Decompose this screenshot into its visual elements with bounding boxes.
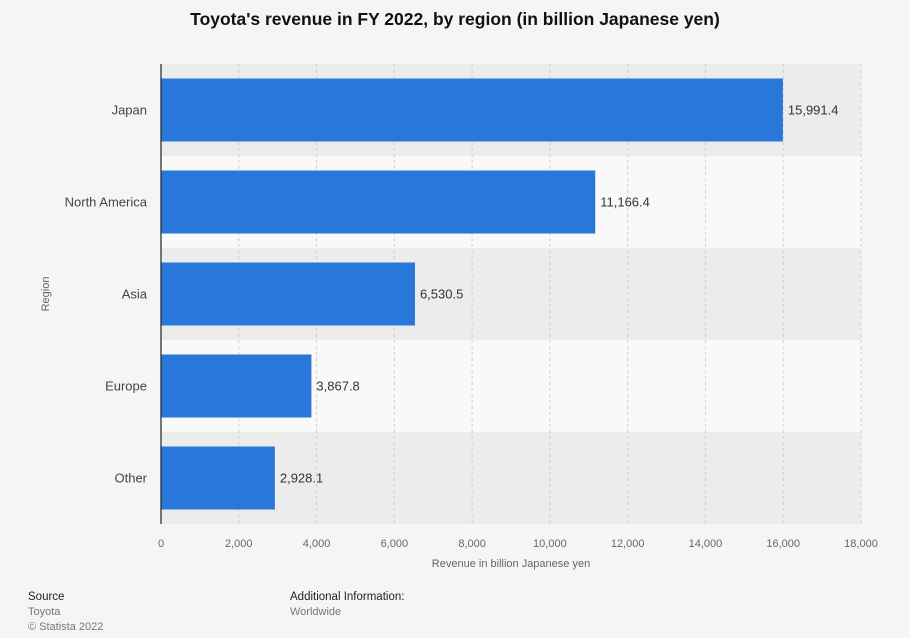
category-label: Asia [122,287,148,302]
x-tick-label: 8,000 [458,538,486,550]
x-tick-label: 14,000 [689,538,723,550]
bar-asia [161,262,415,326]
value-label: 11,166.4 [600,195,650,210]
bar-japan [161,78,783,142]
value-label: 6,530.5 [420,287,463,302]
row-band [161,432,861,524]
bar-north-america [161,170,596,234]
source-heading: Source [28,591,65,603]
additional-info-value: Worldwide [290,606,342,618]
additional-info-block: Additional Information: Worldwide [290,590,404,620]
x-tick-label: 4,000 [303,538,331,550]
source-block: Source Toyota © Statista 2022 [28,590,103,635]
value-label: 2,928.1 [280,471,323,486]
bar-other [161,446,275,510]
source-name: Toyota [28,606,61,618]
value-label: 15,991.4 [788,103,839,118]
x-tick-label: 18,000 [844,538,878,550]
category-label: Europe [105,379,147,394]
category-label: North America [65,195,148,210]
x-axis-title: Revenue in billion Japanese yen [432,558,590,570]
category-label: Japan [112,103,147,118]
chart-title: Toyota's revenue in FY 2022, by region (… [190,9,720,29]
x-tick-label: 2,000 [225,538,253,550]
additional-info-heading: Additional Information: [290,591,405,603]
x-tick-label: 10,000 [533,538,567,550]
x-tick-label: 12,000 [611,538,645,550]
bar-chart: Japan 15,991.4 North America 11,166.4 Asia 6,… [40,64,878,570]
x-tick-label: 6,000 [381,538,409,550]
value-label: 3,867.8 [316,379,359,394]
x-tick-label: 0 [158,538,164,550]
bar-europe [161,354,312,418]
copyright: © Statista 2022 [28,621,104,633]
x-tick-label: 16,000 [766,538,800,550]
y-axis-title: Region [40,277,52,312]
category-label: Other [114,471,147,486]
